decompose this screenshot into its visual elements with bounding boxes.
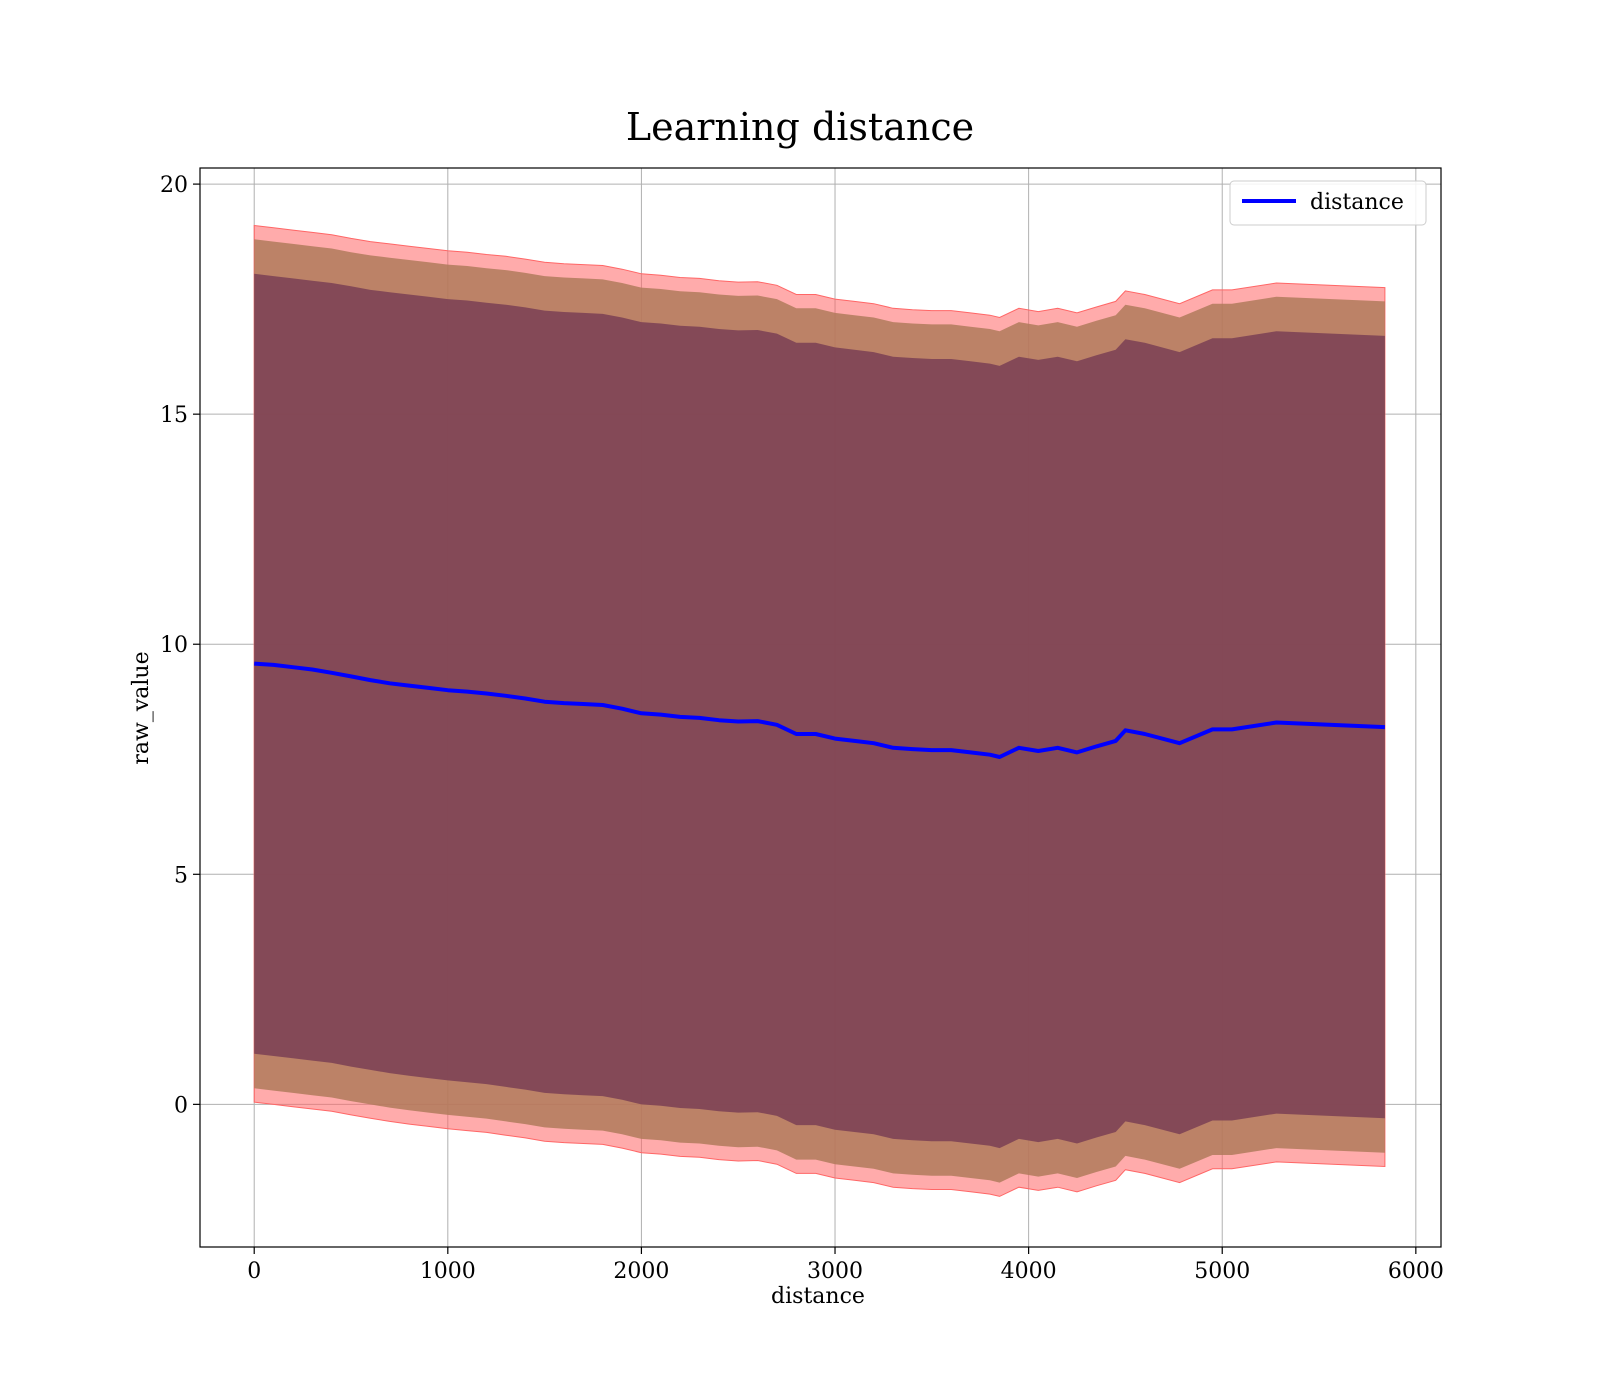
x-tick-label: 0 (247, 1259, 261, 1284)
series-lines (254, 661, 1385, 759)
x-tick-label: 2000 (613, 1259, 669, 1284)
y-tick-label: 10 (160, 633, 188, 658)
legend-box (1229, 180, 1427, 226)
x-tick-label: 1000 (420, 1259, 476, 1284)
legend-label-distance: distance (1310, 190, 1404, 215)
band-inner (254, 273, 1385, 1149)
x-tick-label: 4000 (1001, 1259, 1057, 1284)
legend: distance (1229, 180, 1427, 226)
y-tick-label: 0 (174, 1093, 188, 1118)
y-axis-label: raw_value (129, 651, 154, 764)
plot-frame (199, 167, 1442, 1248)
x-tick-label: 5000 (1194, 1259, 1250, 1284)
y-tick-label: 5 (174, 863, 188, 888)
y-tick-label: 20 (160, 173, 188, 198)
y-tick-label: 15 (160, 403, 188, 428)
x-tick-label: 6000 (1388, 1259, 1444, 1284)
chart-title: Learning distance (626, 105, 974, 149)
series-line-distance (254, 661, 1385, 759)
x-axis-label: distance (771, 1284, 865, 1309)
x-axis-ticks: 0 1000 2000 3000 4000 5000 6000 (247, 1247, 1444, 1284)
x-tick-label: 3000 (807, 1259, 863, 1284)
confidence-bands (253, 224, 1386, 1197)
y-axis-ticks: 0 5 10 15 20 (160, 173, 200, 1118)
